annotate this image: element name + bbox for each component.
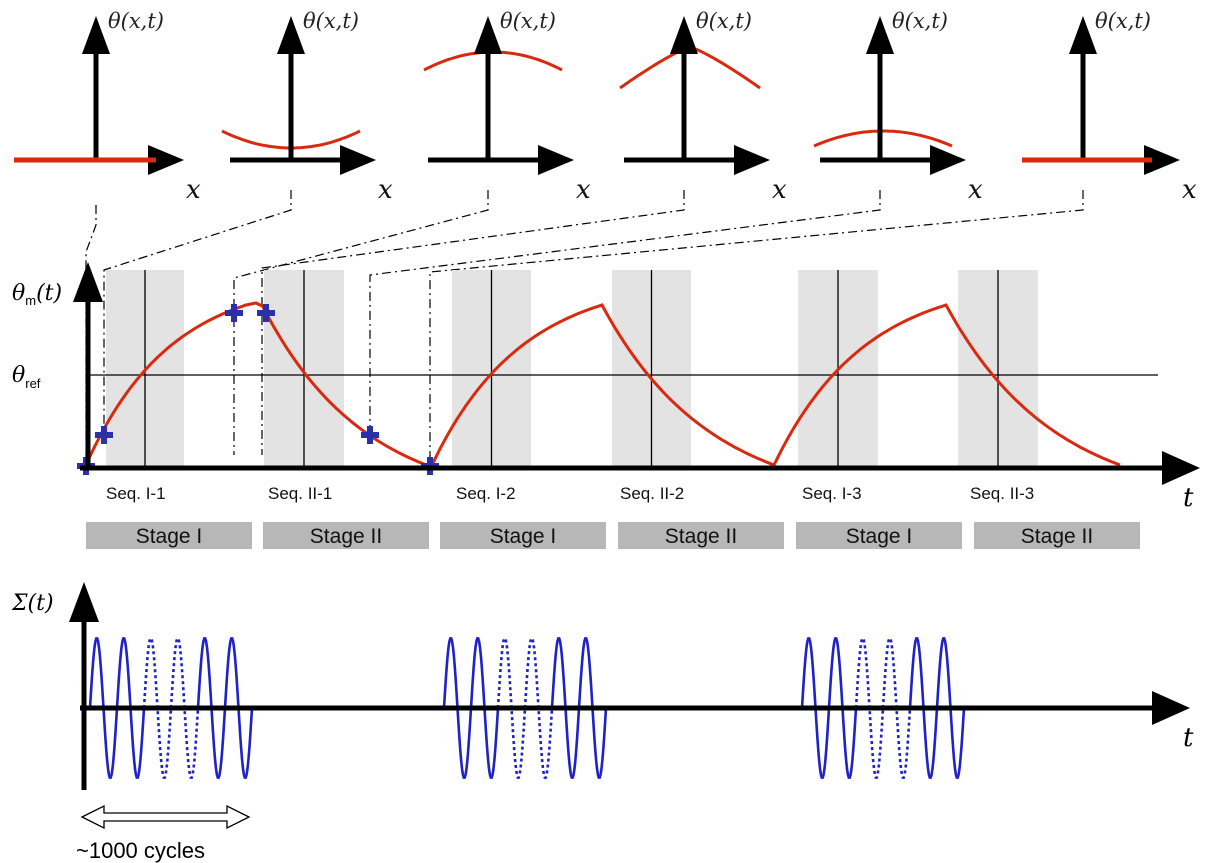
profile-x-arrowhead (1144, 145, 1180, 175)
sequence-label: Seq. II-1 (268, 484, 332, 503)
connector-line (103, 190, 292, 435)
stage-boxes: Stage I Stage II Stage I Stage II Stage I Sta… (86, 522, 1140, 549)
sample-marker (361, 426, 379, 444)
profile-sketch: θ(x,t) x (1022, 9, 1197, 205)
profile-x-arrowhead (340, 145, 376, 175)
t-label-middle: t (1183, 483, 1194, 513)
connector-line (261, 190, 685, 455)
profile-curve (423, 50, 563, 72)
sigma-plot: Σ(t) t ~1000 cycles (11, 582, 1194, 863)
stage-label: Stage I (846, 525, 913, 548)
t-axis-arrowhead (1162, 451, 1200, 485)
sample-marker (225, 304, 243, 322)
profile-x-arrowhead (538, 145, 574, 175)
profile-x-arrowhead (734, 145, 770, 175)
profile-theta-arrowhead (82, 16, 110, 54)
profile-theta-label: θ(x,t) (696, 9, 752, 33)
profile-x-label: x (576, 175, 591, 205)
stage-bands (106, 270, 1038, 466)
stage-label: Stage II (1021, 525, 1093, 548)
profile-theta-label: θ(x,t) (892, 9, 948, 33)
profile-theta-arrowhead (670, 16, 698, 54)
sequence-labels: Seq. I-1 Seq. II-1 Seq. I-2 Seq. II-2 Seq. I… (106, 484, 1034, 503)
profile-sketch: θ(x,t) x (423, 9, 591, 205)
profile-theta-arrowhead (277, 16, 305, 54)
theta-ref-label: θref (12, 363, 41, 391)
profile-sketch: θ(x,t) x (813, 9, 983, 205)
theta-m-label: θm(t) (12, 281, 62, 308)
sigma-axis-arrowhead (69, 582, 99, 622)
profile-theta-arrowhead (474, 16, 502, 54)
profile-x-label: x (1182, 175, 1197, 205)
connector-line (429, 190, 1084, 466)
profile-x-label: x (772, 175, 787, 205)
profile-x-label: x (186, 175, 201, 205)
profile-theta-label: θ(x,t) (108, 9, 164, 33)
profile-x-label: x (968, 175, 983, 205)
stage-box: Stage I (796, 522, 962, 549)
stage-label: Stage I (136, 525, 203, 548)
connector-line (369, 190, 881, 435)
profile-theta-arrowhead (866, 16, 894, 54)
sequence-label: Seq. I-3 (802, 484, 862, 503)
stage-box: Stage II (263, 522, 429, 549)
sample-marker (95, 426, 113, 444)
profile-x-label: x (378, 175, 393, 205)
theta-m-curve (84, 301, 1121, 467)
profile-theta-label: θ(x,t) (500, 9, 556, 33)
profile-theta-label: θ(x,t) (303, 9, 359, 33)
profile-theta-arrowhead (1069, 16, 1097, 54)
stage-box: Stage II (618, 522, 784, 549)
profile-x-arrowhead (930, 145, 966, 175)
sequence-label: Seq. I-1 (106, 484, 166, 503)
sigma-label: Σ(t) (11, 591, 54, 616)
profile-sketch: θ(x,t) x (619, 9, 787, 205)
stage-box: Stage I (86, 522, 252, 549)
sequence-label: Seq. II-2 (620, 484, 684, 503)
profile-sketch: θ(x,t) x (14, 9, 201, 205)
dash-dot-connectors (85, 190, 1084, 466)
sequence-label: Seq. II-3 (970, 484, 1034, 503)
sequence-label: Seq. I-2 (456, 484, 516, 503)
sample-marker (257, 304, 275, 322)
profile-x-arrowhead (148, 145, 184, 175)
profile-sketch: θ(x,t) x (221, 9, 393, 205)
t-label-bottom: t (1183, 723, 1194, 753)
stage-box: Stage I (440, 522, 606, 549)
profile-theta-label: θ(x,t) (1095, 9, 1151, 33)
cycles-label: ~1000 cycles (76, 838, 205, 863)
sigma-t-axis-arrowhead (1152, 691, 1190, 725)
stage-label: Stage II (310, 525, 382, 548)
stage-label: Stage I (490, 525, 557, 548)
stage-label: Stage II (665, 525, 737, 548)
profile-curve (813, 129, 953, 148)
stage-box: Stage II (974, 522, 1140, 549)
theta-m-axis-arrowhead (73, 262, 103, 302)
profile-sketches: θ(x,t)xθ(x,t)xθ(x,t)xθ(x,t)xθ(x,t)xθ(x,t… (14, 9, 1197, 205)
cycles-span-arrow (80, 804, 251, 830)
temperature-plot: θm(t) θref t Seq. I-1 Seq. II-1 Seq. I-2 Se… (12, 262, 1200, 513)
